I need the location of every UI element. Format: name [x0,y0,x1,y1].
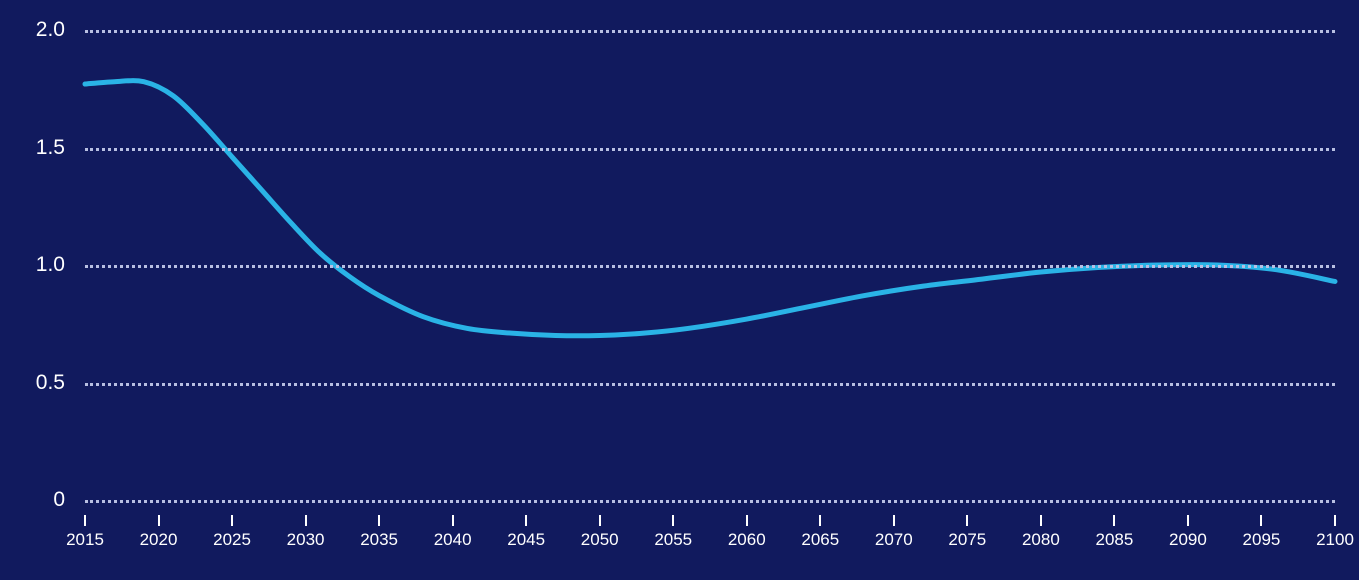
x-tick-label: 2095 [1243,530,1281,550]
x-tick-mark [966,515,968,526]
x-tick-mark [1260,515,1262,526]
x-tick-label: 2075 [948,530,986,550]
y-gridline [85,265,1335,268]
x-tick-label: 2085 [1095,530,1133,550]
x-tick-mark [378,515,380,526]
x-tick-mark [672,515,674,526]
y-tick-label: 1.5 [36,136,65,160]
x-tick-label: 2025 [213,530,251,550]
x-tick-label: 2030 [287,530,325,550]
x-tick-label: 2020 [140,530,178,550]
plot-area: 00.51.01.52.0201520202025203020352040204… [85,30,1335,500]
x-tick-mark [746,515,748,526]
x-tick-label: 2045 [507,530,545,550]
x-tick-mark [1187,515,1189,526]
y-gridline [85,500,1335,503]
line-chart: 0 0.5 1.0 1.5 2.0 2015 2020 2025 2030 2035 2040 204… [0,0,1359,580]
y-tick-label: 1.0 [36,253,65,277]
x-tick-label: 2035 [360,530,398,550]
x-tick-mark [1334,515,1336,526]
x-tick-mark [158,515,160,526]
x-tick-mark [452,515,454,526]
x-tick-label: 2080 [1022,530,1060,550]
x-tick-label: 2015 [66,530,104,550]
y-gridline [85,30,1335,33]
x-tick-mark [305,515,307,526]
y-tick-label: 2.0 [36,18,65,42]
y-tick-label: 0.5 [36,371,65,395]
x-tick-mark [1040,515,1042,526]
x-tick-mark [599,515,601,526]
x-tick-label: 2060 [728,530,766,550]
x-tick-label: 2065 [801,530,839,550]
x-tick-mark [819,515,821,526]
x-tick-mark [231,515,233,526]
x-tick-mark [893,515,895,526]
x-tick-label: 2050 [581,530,619,550]
y-gridline [85,383,1335,386]
x-tick-label: 2040 [434,530,472,550]
y-gridline [85,148,1335,151]
x-tick-mark [84,515,86,526]
x-tick-mark [525,515,527,526]
x-tick-mark [1113,515,1115,526]
x-tick-label: 2090 [1169,530,1207,550]
y-tick-label: 0 [53,488,65,512]
x-tick-label: 2070 [875,530,913,550]
x-tick-label: 2055 [654,530,692,550]
x-tick-label: 2100 [1316,530,1354,550]
series-line [85,81,1335,336]
